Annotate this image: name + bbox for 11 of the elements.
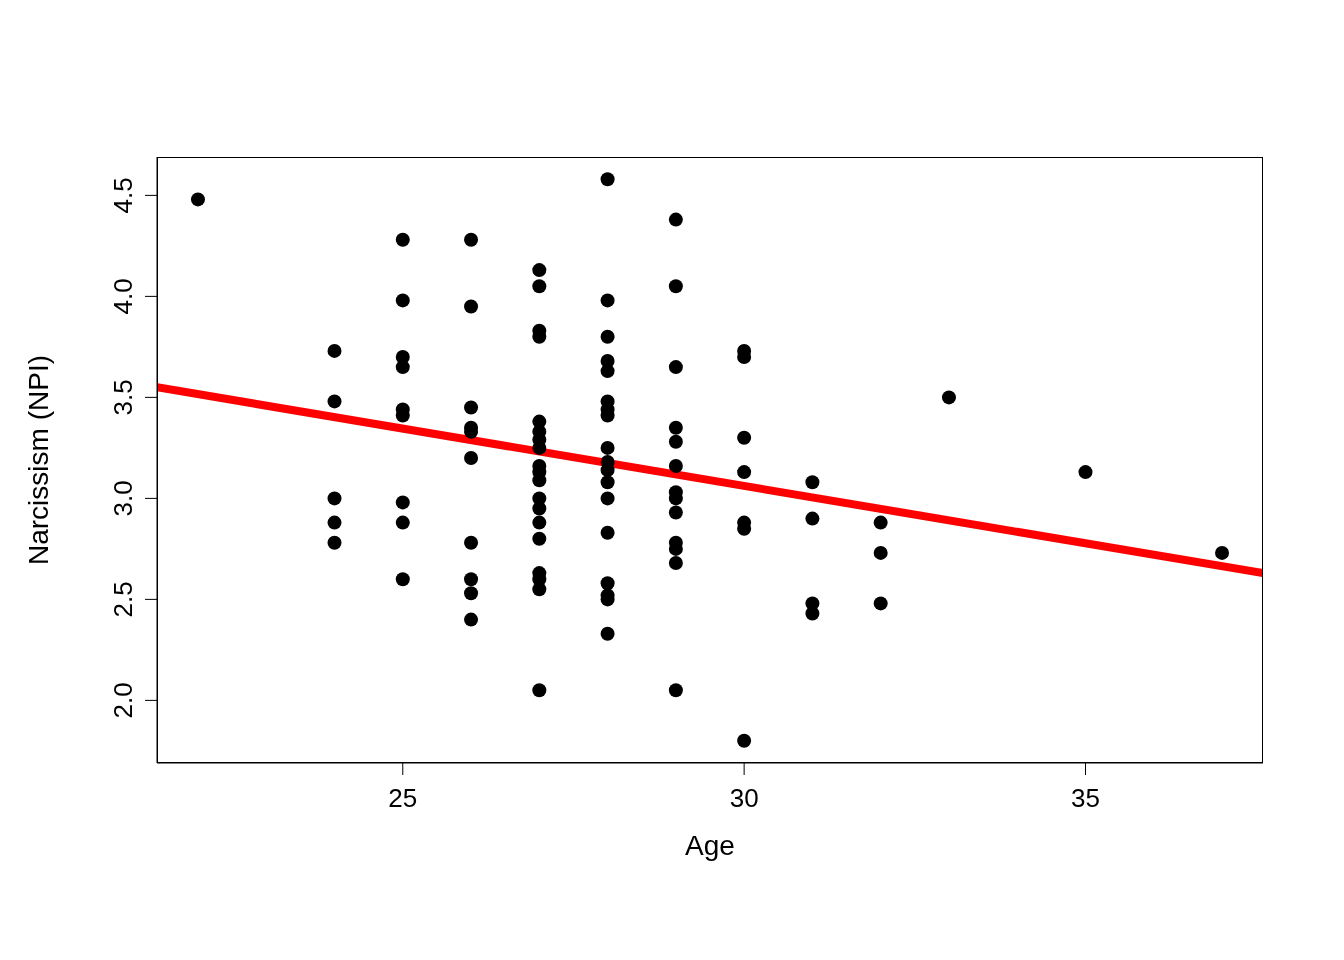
- y-tick-label: 3.0: [108, 480, 138, 517]
- y-axis-title: Narcissism (NPI): [22, 355, 54, 565]
- y-tick-label: 2.5: [108, 581, 138, 618]
- y-tick-label: 4.5: [108, 177, 138, 214]
- x-tick-label: 25: [388, 783, 418, 814]
- y-tick-label: 2.0: [108, 682, 138, 719]
- x-axis-title: Age: [685, 830, 735, 861]
- x-tick-label: 30: [729, 783, 759, 814]
- x-tick-label: 35: [1071, 783, 1100, 814]
- y-tick-label: 4.0: [108, 278, 138, 315]
- y-tick-label: 3.5: [108, 379, 138, 416]
